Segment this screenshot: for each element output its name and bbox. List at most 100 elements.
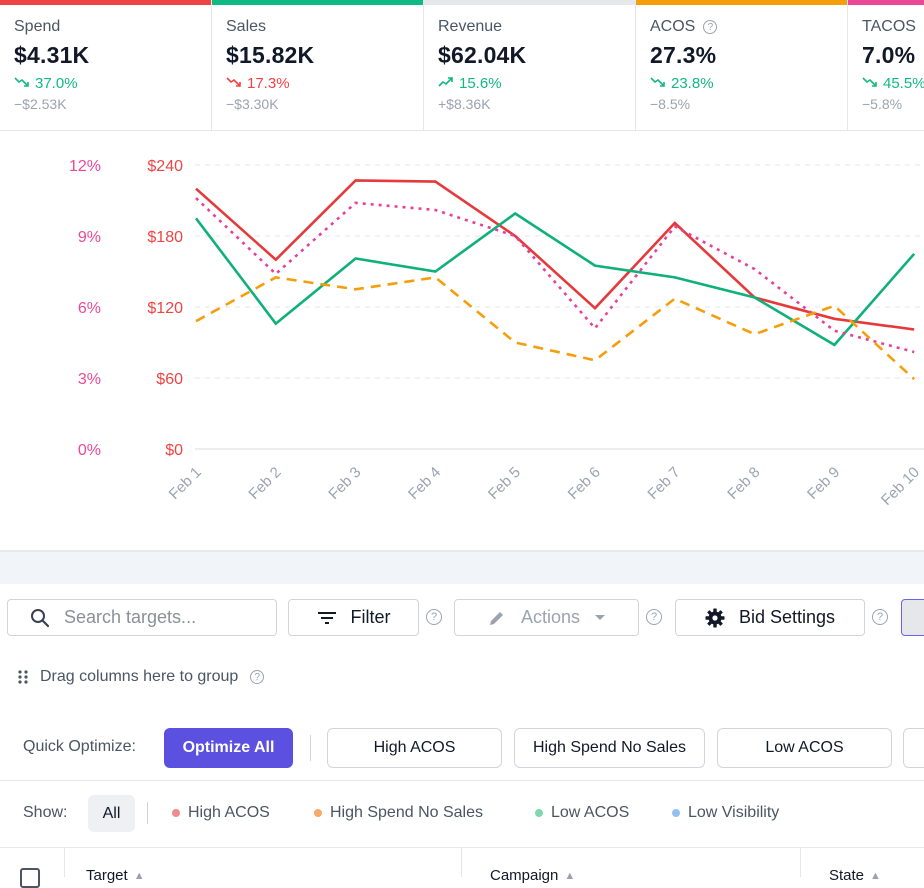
metric-change-value: 15.6%	[459, 75, 502, 92]
bid-settings-label: Bid Settings	[738, 607, 836, 627]
x-tick-label: Feb 1	[166, 464, 205, 503]
metric-card-spend[interactable]: Spend $4.31K 37.0% −$2.53K	[0, 0, 212, 131]
show-low-acos[interactable]: Low ACOS	[535, 804, 629, 822]
metric-label: Spend	[14, 18, 211, 36]
actions-help-icon[interactable]: ?	[646, 609, 662, 625]
metrics-bar: Spend $4.31K 37.0% −$2.53K Sales $15.82K…	[0, 0, 924, 131]
search-input[interactable]	[64, 607, 264, 628]
table-toolbar: Filter ? Actions ? Bid Settings ?	[0, 599, 924, 637]
y-tick-label-dollar: $240	[147, 158, 183, 175]
metric-label: Sales	[226, 18, 423, 36]
trend-down-icon	[862, 75, 878, 92]
trend-down-icon	[226, 75, 242, 92]
metric-delta: −5.8%	[862, 96, 903, 112]
divider	[147, 802, 148, 824]
filter-button[interactable]: Filter	[288, 599, 419, 636]
filter-help-icon[interactable]: ?	[426, 609, 442, 625]
x-tick-label: Feb 2	[245, 464, 284, 503]
metric-card-tacos[interactable]: TACOS 7.0% 45.5% −5.8%	[848, 0, 924, 131]
metric-change: 17.3%	[226, 75, 423, 92]
metric-accent-bar	[212, 0, 423, 5]
status-dot-icon	[314, 809, 322, 817]
show-filter-label: High ACOS	[188, 804, 270, 821]
metric-accent-bar	[424, 0, 635, 5]
metric-delta: −$3.30K	[226, 96, 279, 112]
show-filter-bar: Show: All High ACOS High Spend No Sales …	[0, 794, 924, 832]
group-help-icon[interactable]: ?	[250, 670, 265, 684]
column-divider	[800, 848, 801, 877]
show-filter-label: High Spend No Sales	[330, 804, 483, 821]
column-divider	[64, 848, 65, 877]
show-filter-label: Low Visibility	[688, 804, 780, 821]
show-high-spend-no-sales[interactable]: High Spend No Sales	[314, 804, 483, 822]
show-filter-label: Low ACOS	[551, 804, 630, 821]
metric-accent-bar	[636, 0, 847, 5]
metric-label-text: Revenue	[438, 18, 503, 35]
metric-label-text: ACOS	[650, 18, 696, 35]
metric-label-text: TACOS	[862, 18, 916, 35]
metric-change-value: 23.8%	[671, 75, 714, 92]
metric-delta: −$2.53K	[14, 96, 67, 112]
column-divider	[461, 848, 462, 877]
status-dot-icon	[172, 809, 180, 817]
metric-label-text: Spend	[14, 18, 61, 35]
filter-label: Filter	[350, 607, 391, 627]
select-all-checkbox[interactable]	[20, 868, 40, 888]
optimize-all-button[interactable]: Optimize All	[164, 728, 293, 768]
high-spend-no-sales-button[interactable]: High Spend No Sales	[514, 728, 705, 768]
pencil-icon	[489, 611, 503, 625]
toolbar-extra-button[interactable]	[901, 599, 924, 636]
trend-down-icon	[14, 75, 30, 92]
search-icon	[31, 608, 50, 627]
x-tick-label: Feb 4	[405, 464, 444, 503]
metric-label: TACOS	[862, 18, 924, 36]
y-tick-label-dollar: $180	[147, 229, 183, 246]
low-acos-button[interactable]: Low ACOS	[717, 728, 892, 768]
help-icon[interactable]: ?	[703, 20, 718, 34]
quick-optimize-bar: Quick Optimize: Optimize All High ACOS H…	[0, 727, 924, 769]
show-high-acos[interactable]: High ACOS	[172, 804, 270, 822]
y-tick-label-dollar: $120	[147, 300, 183, 317]
metric-change: 23.8%	[650, 75, 847, 92]
show-all-chip[interactable]: All	[88, 795, 135, 832]
performance-chart: $0 0% $60 3% $120 6% $180 9% $240 12% Feb 1 Feb 2 Fe…	[0, 131, 924, 551]
metric-change: 45.5%	[862, 75, 924, 92]
high-acos-button[interactable]: High ACOS	[327, 728, 502, 768]
chevron-down-icon	[595, 614, 606, 620]
bid-settings-button[interactable]: Bid Settings	[675, 599, 865, 636]
metric-value: $15.82K	[226, 42, 315, 68]
bid-settings-help-icon[interactable]: ?	[872, 609, 888, 625]
y-tick-label-percent: 9%	[78, 229, 101, 246]
metric-change: 15.6%	[438, 75, 635, 92]
table-header: Target ▲ Campaign ▲ State ▲	[0, 847, 924, 888]
search-box[interactable]	[7, 599, 277, 636]
actions-dropdown[interactable]: Actions	[454, 599, 639, 636]
quick-optimize-more-button[interactable]	[903, 728, 924, 768]
metric-delta: −8.5%	[650, 96, 691, 112]
metric-value: 27.3%	[650, 42, 717, 68]
x-tick-label: Feb 10	[878, 464, 923, 509]
gear-icon	[705, 608, 725, 627]
show-low-visibility[interactable]: Low Visibility	[672, 804, 779, 822]
metric-card-acos[interactable]: ACOS? 27.3% 23.8% −8.5%	[636, 0, 848, 131]
y-tick-label-percent: 6%	[78, 300, 101, 317]
metric-value: $62.04K	[438, 42, 527, 68]
y-tick-label-percent: 3%	[78, 371, 101, 388]
metric-card-revenue[interactable]: Revenue $62.04K 15.6% +$8.36K	[424, 0, 636, 131]
group-drop-zone[interactable]: Drag columns here to group ?	[18, 668, 265, 686]
divider	[0, 780, 924, 781]
x-tick-label: Feb 7	[644, 464, 683, 503]
drag-handle-icon	[18, 670, 28, 684]
series-line-spend	[195, 179, 915, 331]
divider	[310, 735, 311, 761]
trend-down-icon	[650, 75, 666, 92]
series-line-tacos	[195, 197, 915, 354]
metric-change: 37.0%	[14, 75, 211, 92]
y-tick-label-percent: 0%	[78, 442, 101, 459]
metric-accent-bar	[848, 0, 924, 5]
metric-accent-bar	[0, 0, 211, 5]
metric-label-text: Sales	[226, 18, 267, 35]
x-tick-label: Feb 9	[804, 464, 843, 503]
group-zone-label: Drag columns here to group	[40, 668, 239, 685]
metric-card-sales[interactable]: Sales $15.82K 17.3% −$3.30K	[212, 0, 424, 131]
